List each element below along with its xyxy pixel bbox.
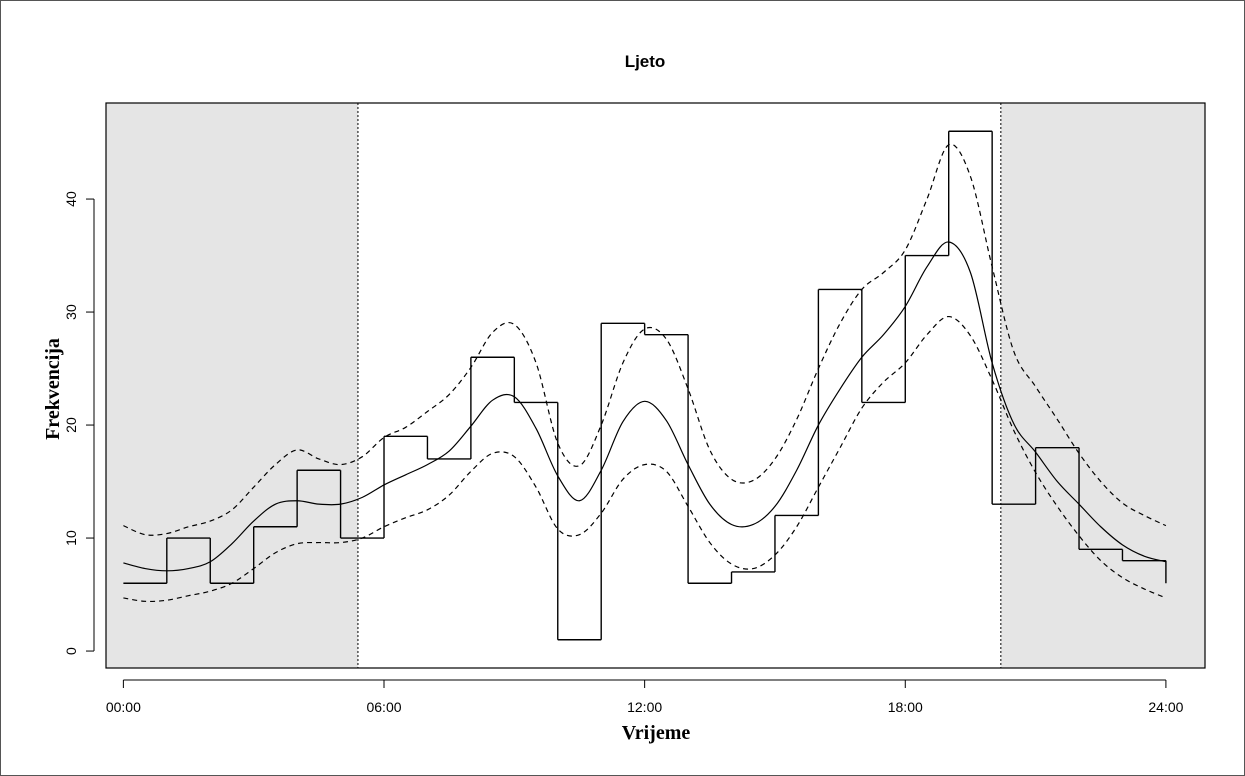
night-shading-0 (106, 103, 358, 668)
x-tick-label: 24:00 (1148, 699, 1183, 715)
x-tick-label: 06:00 (366, 699, 401, 715)
y-tick-label: 30 (63, 304, 79, 320)
y-tick-label: 0 (63, 647, 79, 655)
x-tick-label: 00:00 (106, 699, 141, 715)
x-tick-label: 18:00 (888, 699, 923, 715)
y-tick-label: 20 (63, 417, 79, 433)
chart-title: Ljeto (625, 52, 666, 71)
x-tick-label: 12:00 (627, 699, 662, 715)
x-axis-label: Vrijeme (622, 722, 691, 744)
confidence-band-line-2 (123, 315, 1167, 603)
y-tick-label: 40 (63, 191, 79, 207)
y-axis-label: Frekvencija (42, 338, 64, 440)
confidence-band-line-1 (123, 143, 1167, 536)
plot-area-border (105, 102, 1206, 669)
smoothed-fit-line (123, 241, 1167, 572)
night-shading-1 (1000, 103, 1205, 668)
y-tick-label: 10 (63, 530, 79, 546)
